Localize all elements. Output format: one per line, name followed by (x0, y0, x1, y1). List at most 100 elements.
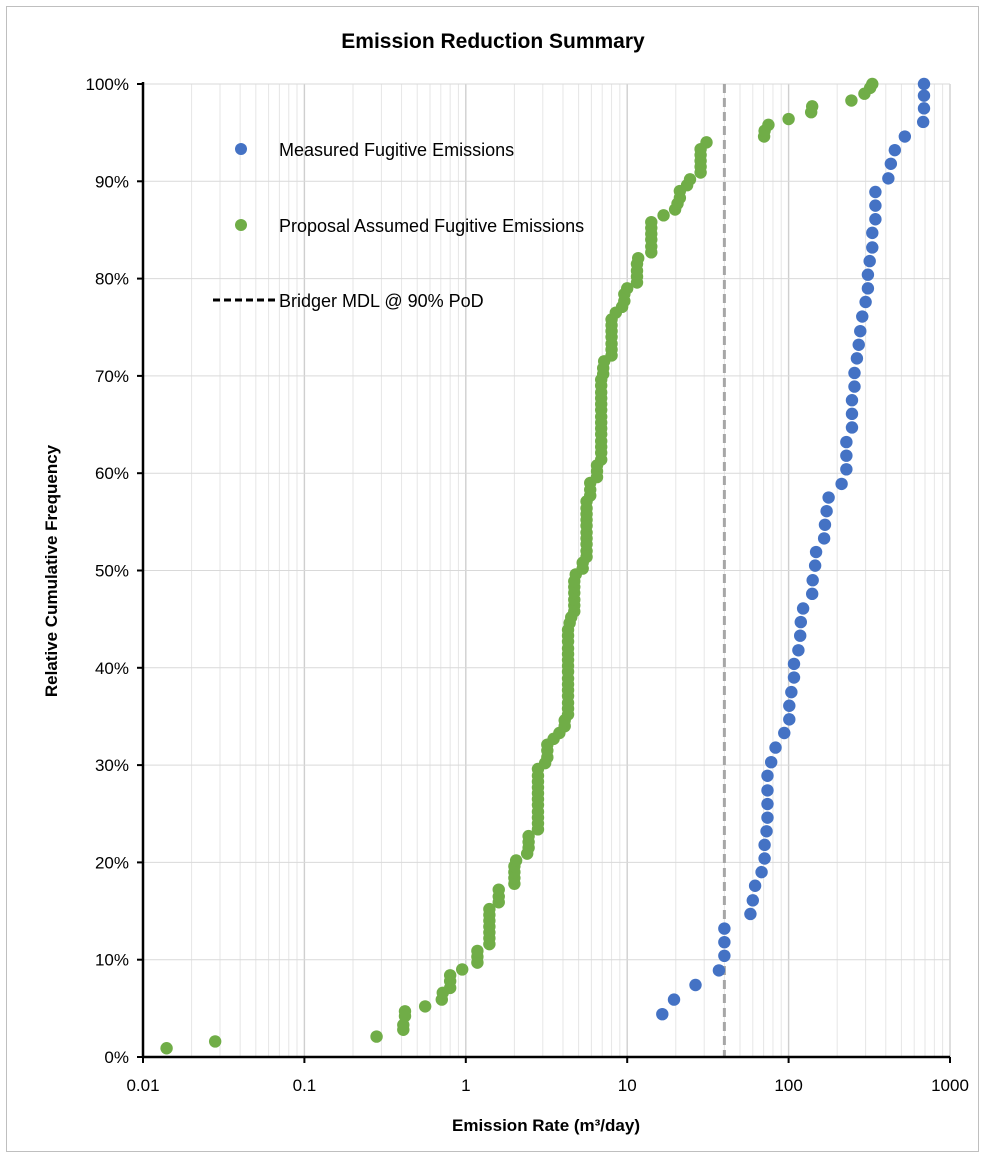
y-tick-label: 50% (95, 562, 129, 581)
measured-point (859, 295, 872, 309)
measured-point (760, 825, 773, 838)
measured-point (667, 993, 681, 1006)
x-tick-label: 1000 (931, 1076, 969, 1095)
x-axis-label: Emission Rate (m³/day) (452, 1116, 640, 1135)
measured-point (787, 671, 801, 684)
measured-point (758, 838, 771, 852)
measured-point (806, 574, 819, 587)
measured-point (854, 324, 867, 338)
proposal-point (456, 963, 469, 976)
measured-point (758, 852, 771, 865)
measured-point (840, 463, 853, 476)
measured-point (761, 769, 774, 783)
grid (142, 83, 951, 1058)
measured-point (845, 421, 859, 434)
legend-marker-proposal (235, 219, 247, 231)
measured-point (818, 518, 832, 531)
measured-point (805, 587, 819, 601)
measured-point (769, 741, 782, 754)
proposal-point (845, 94, 858, 107)
legend-marker-measured (235, 143, 247, 155)
measured-point (850, 352, 864, 365)
measured-point (869, 185, 882, 199)
measured-point (861, 282, 875, 295)
x-tick-label: 100 (774, 1076, 802, 1095)
measured-point (718, 935, 731, 949)
measured-point (778, 726, 791, 740)
measured-point (916, 115, 930, 129)
measured-point (656, 1007, 669, 1021)
y-tick-label: 40% (95, 659, 129, 678)
y-axis-label: Relative Cumulative Frequency (42, 444, 61, 697)
measured-point (848, 366, 861, 380)
measured-point (835, 477, 848, 491)
legend: Measured Fugitive Emissions Proposal Ass… (213, 140, 584, 311)
y-tick-label: 10% (95, 951, 129, 970)
measured-point (744, 907, 757, 921)
tick-labels: 0.01 0.1 1 10 100 1000 0% 10% 20% 30% 40% 50% 60% 70%… (86, 75, 969, 1095)
measured-point (764, 755, 778, 769)
measured-point (783, 713, 796, 726)
measured-point (856, 310, 869, 323)
measured-point (712, 964, 726, 977)
proposal-point (160, 1042, 173, 1055)
x-tick-label: 0.1 (293, 1076, 317, 1095)
measured-point (869, 199, 882, 212)
proposal-point (657, 209, 670, 222)
measured-point (882, 172, 895, 185)
measured-point (792, 644, 805, 657)
proposal-point (471, 944, 484, 958)
measured-point (718, 949, 731, 963)
measured-point (917, 89, 931, 102)
y-tick-label: 60% (95, 464, 129, 483)
proposal-point (483, 902, 496, 916)
measured-point (845, 394, 859, 407)
measured-point (917, 102, 931, 115)
measured-point (917, 77, 931, 91)
y-tick-label: 90% (95, 172, 129, 191)
measured-point (787, 657, 801, 671)
proposal-point (866, 77, 879, 91)
measured-point (840, 435, 853, 449)
y-tick-label: 30% (95, 756, 129, 775)
measured-point (809, 545, 823, 559)
measured-point (761, 811, 774, 824)
data-points (160, 77, 931, 1055)
measured-point (761, 797, 774, 811)
measured-point (866, 226, 879, 240)
y-tick-label: 80% (95, 270, 129, 289)
measured-point (746, 894, 759, 907)
measured-point (689, 978, 702, 992)
measured-point (785, 685, 798, 699)
chart-frame: Emission Reduction Summary 0.01 0.1 1 10 100… (6, 6, 979, 1152)
measured-point (852, 338, 865, 351)
proposal-point (443, 969, 457, 982)
measured-point (861, 268, 875, 281)
y-tick-label: 100% (86, 75, 129, 94)
y-tick-label: 20% (95, 853, 129, 872)
measured-point (783, 699, 796, 712)
proposal-point (700, 136, 713, 149)
measured-point (822, 491, 835, 504)
measured-point (884, 157, 898, 170)
proposal-point (621, 282, 634, 295)
measured-point (748, 879, 762, 892)
proposal-point (208, 1035, 222, 1048)
measured-point (848, 380, 861, 393)
proposal-point (370, 1030, 383, 1043)
proposal-point (762, 118, 775, 132)
proposal-point (522, 829, 535, 843)
proposal-point (782, 112, 795, 126)
x-tick-label: 10 (618, 1076, 637, 1095)
measured-point (796, 602, 810, 615)
proposal-point (805, 100, 819, 113)
legend-label-mdl: Bridger MDL @ 90% PoD (279, 291, 484, 311)
measured-point (863, 254, 876, 268)
proposal-point (398, 1005, 412, 1018)
proposal-point (683, 173, 697, 186)
measured-point (808, 559, 822, 572)
legend-label-proposal: Proposal Assumed Fugitive Emissions (279, 216, 584, 236)
proposal-point (492, 883, 505, 896)
proposal-point (418, 1000, 432, 1013)
measured-point (866, 241, 879, 254)
